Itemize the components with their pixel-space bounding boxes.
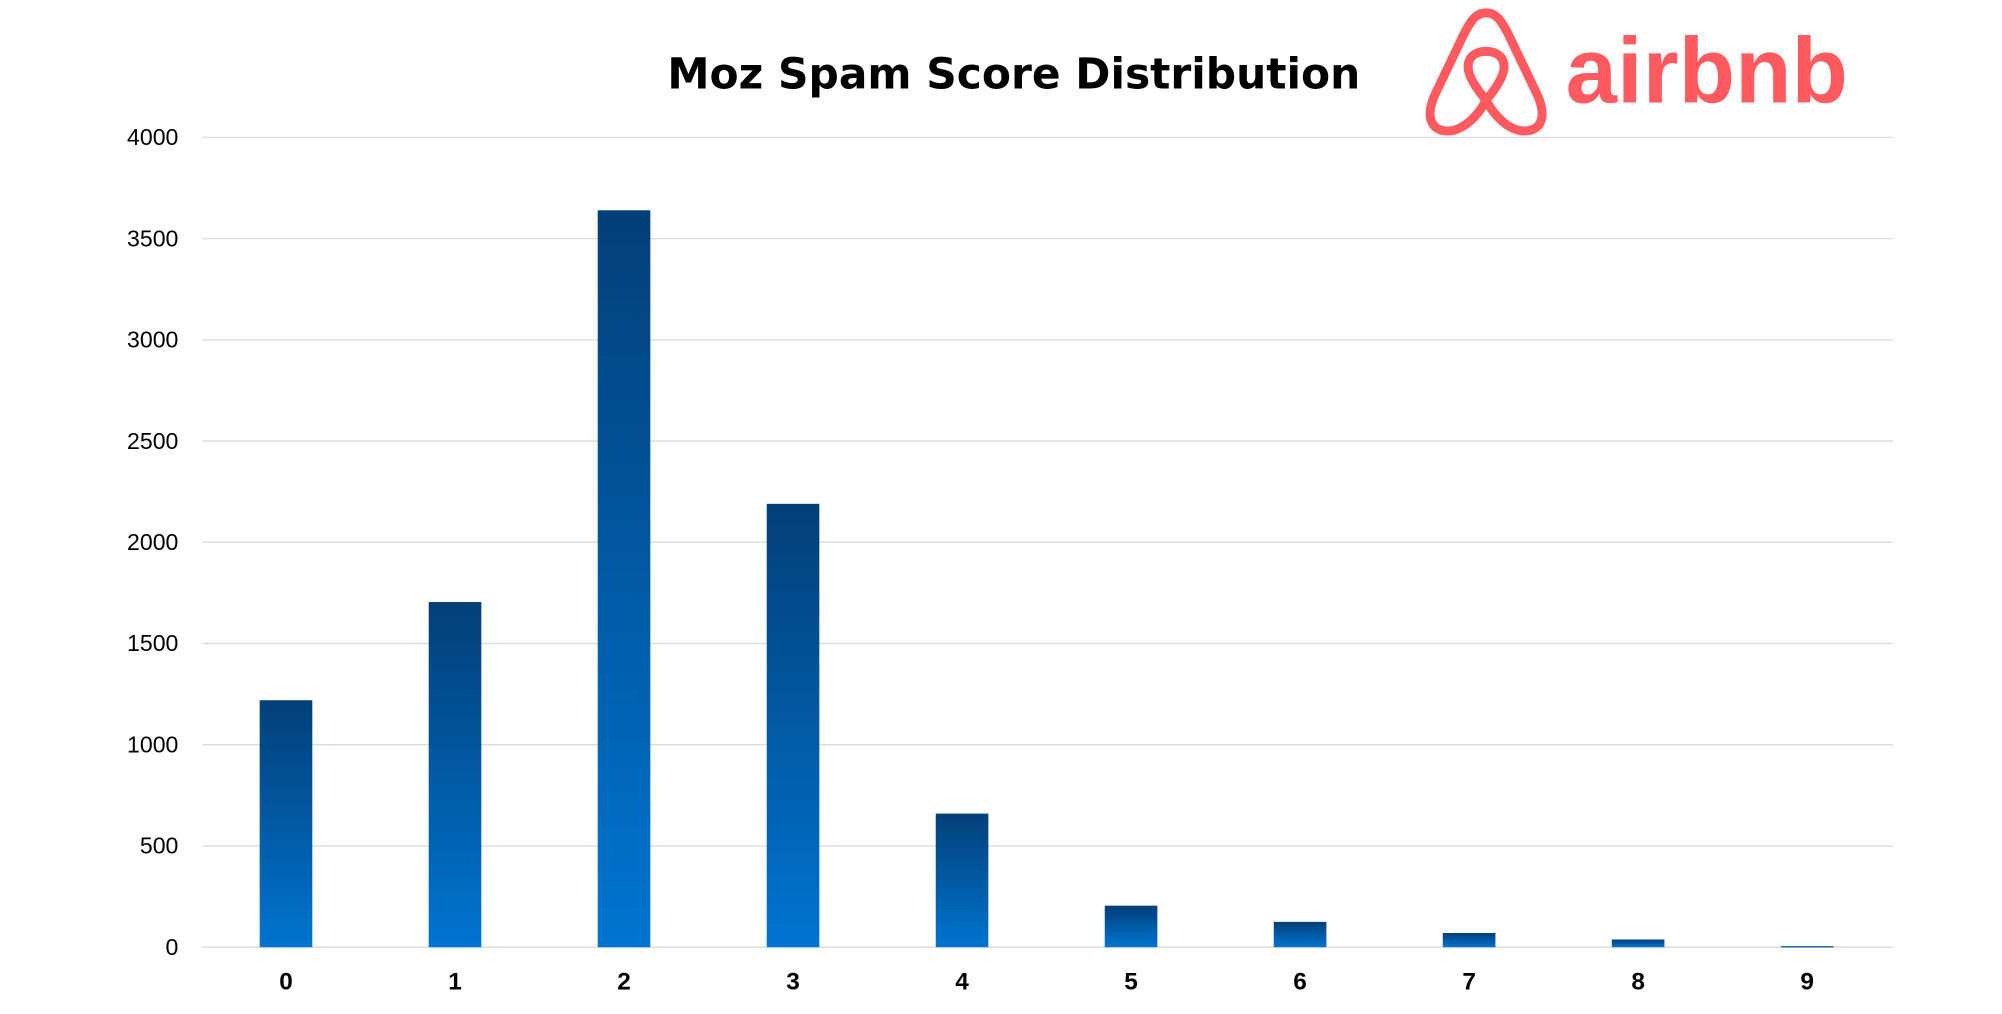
bar-4 (935, 813, 989, 948)
bar-2 (597, 210, 651, 948)
bar-0 (259, 700, 313, 948)
y-tick-label: 500 (140, 833, 179, 859)
y-axis-ticks: 0 500 1000 1500 2000 2500 3000 3500 4000 (127, 124, 178, 960)
bar-5 (1104, 905, 1158, 948)
bar-1 (428, 602, 482, 948)
x-tick-label: 4 (955, 969, 969, 996)
x-tick-label: 7 (1462, 969, 1476, 996)
x-tick-label: 2 (617, 969, 631, 996)
x-tick-label: 9 (1800, 969, 1814, 996)
airbnb-logo: airbnb (1425, 8, 1848, 136)
bars (259, 210, 1834, 948)
bar-3 (766, 503, 820, 948)
y-tick-label: 4000 (127, 124, 178, 150)
bar-6 (1273, 921, 1327, 948)
x-tick-label: 3 (786, 969, 800, 996)
y-tick-label: 1500 (127, 630, 178, 656)
bar-8 (1611, 939, 1665, 948)
y-tick-label: 2000 (127, 529, 178, 555)
y-tick-label: 2500 (127, 428, 178, 454)
gridlines (202, 136, 1893, 948)
chart-title: Moz Spam Score Distribution (667, 50, 1360, 99)
x-tick-label: 5 (1124, 969, 1138, 996)
y-tick-label: 3500 (127, 225, 178, 251)
x-tick-label: 1 (448, 969, 462, 996)
y-tick-label: 3000 (127, 327, 178, 353)
airbnb-belo-icon (1425, 8, 1547, 136)
x-tick-label: 0 (279, 969, 293, 996)
airbnb-wordmark: airbnb (1566, 19, 1848, 123)
y-tick-label: 0 (166, 934, 179, 960)
bar-9 (1780, 946, 1834, 948)
bar-7 (1442, 933, 1496, 948)
x-tick-label: 6 (1293, 969, 1307, 996)
y-tick-label: 1000 (127, 731, 178, 757)
x-tick-label: 8 (1631, 969, 1645, 996)
x-axis-ticks: 0 1 2 3 4 5 6 7 8 9 (279, 969, 1814, 996)
